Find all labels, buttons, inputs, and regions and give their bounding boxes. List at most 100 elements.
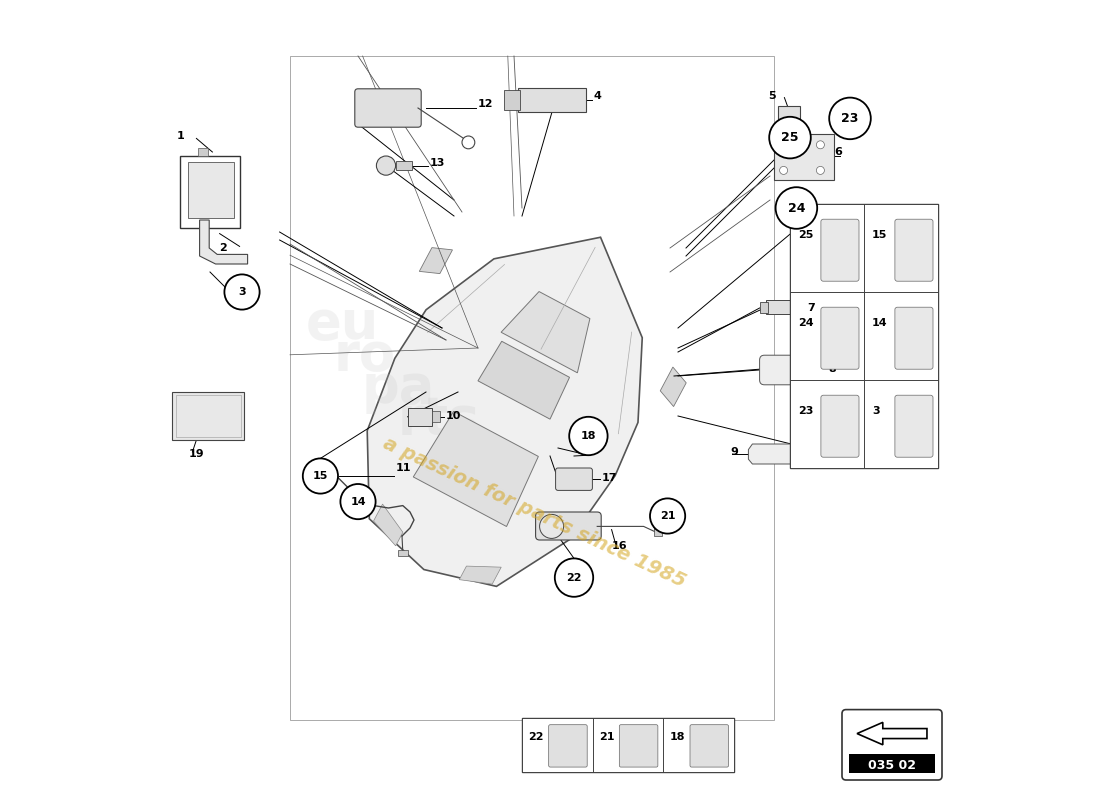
Text: pa: pa <box>362 362 436 414</box>
Bar <box>790 292 864 380</box>
Text: 4: 4 <box>594 91 602 101</box>
Circle shape <box>340 484 375 519</box>
Text: 15: 15 <box>312 471 328 481</box>
Circle shape <box>769 117 811 158</box>
Bar <box>790 204 938 468</box>
Bar <box>849 754 935 773</box>
Polygon shape <box>748 444 821 464</box>
Bar <box>188 162 234 218</box>
Text: a passion for parts since 1985: a passion for parts since 1985 <box>379 434 689 590</box>
FancyBboxPatch shape <box>895 395 933 457</box>
Text: 25: 25 <box>798 230 813 240</box>
Circle shape <box>224 274 260 310</box>
Bar <box>864 204 938 292</box>
Bar <box>774 134 834 180</box>
Text: 15: 15 <box>872 230 888 240</box>
Circle shape <box>780 166 788 174</box>
Text: 21: 21 <box>600 732 615 742</box>
Circle shape <box>554 558 593 597</box>
Text: 23: 23 <box>842 112 859 125</box>
Text: 12: 12 <box>478 99 494 109</box>
Polygon shape <box>414 411 538 526</box>
Text: 18: 18 <box>581 431 596 441</box>
FancyBboxPatch shape <box>842 710 942 780</box>
Bar <box>593 718 663 772</box>
Text: 3: 3 <box>872 406 880 416</box>
Bar <box>408 408 431 426</box>
Bar <box>398 550 408 556</box>
Text: 24: 24 <box>798 318 814 328</box>
Bar <box>778 106 801 124</box>
Text: 9: 9 <box>730 447 739 457</box>
Text: 6: 6 <box>834 147 842 157</box>
Circle shape <box>540 514 563 538</box>
Bar <box>864 380 938 468</box>
Text: 13: 13 <box>430 158 446 168</box>
Bar <box>522 718 734 772</box>
Text: 22: 22 <box>566 573 582 582</box>
Polygon shape <box>374 504 403 546</box>
Bar <box>790 380 864 468</box>
Text: 14: 14 <box>350 497 366 506</box>
FancyBboxPatch shape <box>180 156 241 228</box>
FancyBboxPatch shape <box>536 512 602 540</box>
Circle shape <box>650 498 685 534</box>
FancyBboxPatch shape <box>690 725 728 767</box>
Bar <box>864 292 938 380</box>
FancyBboxPatch shape <box>556 468 593 490</box>
Text: 10: 10 <box>446 411 461 421</box>
Bar <box>396 161 411 170</box>
FancyBboxPatch shape <box>821 395 859 457</box>
Text: 16: 16 <box>612 541 627 550</box>
Text: 5: 5 <box>768 91 776 101</box>
Polygon shape <box>367 238 642 586</box>
Circle shape <box>569 417 607 455</box>
Polygon shape <box>419 248 452 274</box>
FancyBboxPatch shape <box>821 307 859 370</box>
Circle shape <box>302 458 338 494</box>
Bar <box>522 718 593 772</box>
Bar <box>290 56 774 720</box>
FancyBboxPatch shape <box>821 219 859 282</box>
Bar <box>790 204 864 292</box>
FancyBboxPatch shape <box>518 88 586 112</box>
Bar <box>663 718 734 772</box>
Text: 18: 18 <box>670 732 685 742</box>
Text: 7: 7 <box>807 303 815 313</box>
Bar <box>504 90 519 110</box>
Text: 14: 14 <box>872 318 888 328</box>
Text: 24: 24 <box>788 202 805 214</box>
Text: 17: 17 <box>602 474 617 483</box>
Circle shape <box>829 98 871 139</box>
Text: 23: 23 <box>798 406 813 416</box>
Polygon shape <box>857 722 927 745</box>
Text: eu: eu <box>306 298 379 350</box>
Text: 3: 3 <box>239 287 245 297</box>
Text: 19: 19 <box>188 450 204 459</box>
Text: ro: ro <box>334 330 396 382</box>
FancyBboxPatch shape <box>895 219 933 282</box>
Bar <box>431 411 440 422</box>
Polygon shape <box>199 220 248 264</box>
Circle shape <box>462 136 475 149</box>
Text: 2: 2 <box>220 243 228 253</box>
Text: 1: 1 <box>176 131 184 141</box>
Text: 8: 8 <box>828 364 836 374</box>
Polygon shape <box>660 367 686 406</box>
Bar <box>821 450 830 461</box>
Circle shape <box>780 141 788 149</box>
Polygon shape <box>478 342 570 419</box>
Text: 21: 21 <box>660 511 675 521</box>
Text: rts: rts <box>398 394 481 446</box>
Circle shape <box>816 141 824 149</box>
FancyBboxPatch shape <box>173 392 244 440</box>
FancyBboxPatch shape <box>355 89 421 127</box>
Circle shape <box>376 156 396 175</box>
Text: 25: 25 <box>781 131 799 144</box>
Text: 11: 11 <box>396 463 411 473</box>
FancyBboxPatch shape <box>619 725 658 767</box>
Text: 22: 22 <box>528 732 543 742</box>
FancyBboxPatch shape <box>760 355 822 385</box>
Bar <box>654 528 662 536</box>
Circle shape <box>816 166 824 174</box>
